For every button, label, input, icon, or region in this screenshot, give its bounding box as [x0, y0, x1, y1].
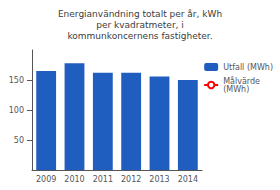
- svg-text:(MWh): (MWh): [223, 85, 249, 94]
- svg-text:2013: 2013: [149, 175, 169, 184]
- svg-text:2014: 2014: [178, 175, 198, 184]
- svg-text:kommunkoncernens fastigheter.: kommunkoncernens fastigheter.: [67, 31, 212, 41]
- svg-text:2012: 2012: [121, 175, 141, 184]
- svg-text:2011: 2011: [93, 175, 113, 184]
- svg-text:per kvadratmeter, i: per kvadratmeter, i: [96, 20, 184, 30]
- svg-text:150: 150: [9, 76, 24, 85]
- svg-text:Energianvändning totalt per år: Energianvändning totalt per år, kWh: [58, 9, 222, 19]
- svg-text:50: 50: [14, 136, 24, 145]
- svg-text:Utfall (MWh): Utfall (MWh): [223, 63, 273, 72]
- svg-text:2010: 2010: [64, 175, 84, 184]
- svg-text:Målvärde: Målvärde: [223, 76, 260, 86]
- svg-text:2009: 2009: [36, 175, 56, 184]
- svg-text:100: 100: [9, 106, 24, 115]
